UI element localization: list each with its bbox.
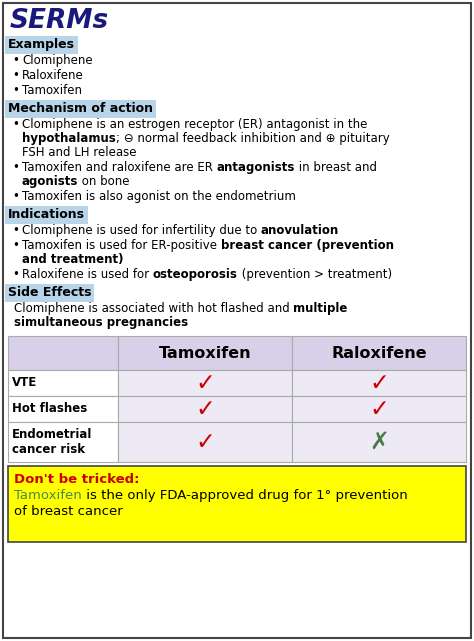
Text: multiple: multiple <box>293 302 348 315</box>
Text: Tamoxifen and raloxifene are ER: Tamoxifen and raloxifene are ER <box>22 161 217 174</box>
Text: ✗: ✗ <box>369 430 389 454</box>
Text: Indications: Indications <box>8 208 85 221</box>
Text: hypothalamus: hypothalamus <box>22 132 116 145</box>
Text: •: • <box>12 69 19 82</box>
FancyBboxPatch shape <box>118 370 292 396</box>
Text: Hot flashes: Hot flashes <box>12 403 87 415</box>
Text: osteoporosis: osteoporosis <box>153 268 238 281</box>
FancyBboxPatch shape <box>8 422 118 462</box>
FancyBboxPatch shape <box>292 396 466 422</box>
Text: Mechanism of action: Mechanism of action <box>8 102 153 115</box>
FancyBboxPatch shape <box>118 422 292 462</box>
Text: •: • <box>12 190 19 203</box>
Text: of breast cancer: of breast cancer <box>14 505 123 518</box>
Text: Side Effects: Side Effects <box>8 286 91 299</box>
Text: VTE: VTE <box>12 376 37 390</box>
Text: in breast and: in breast and <box>295 161 377 174</box>
FancyBboxPatch shape <box>8 396 118 422</box>
Text: •: • <box>12 268 19 281</box>
FancyBboxPatch shape <box>8 336 118 370</box>
Text: ✓: ✓ <box>195 397 215 421</box>
Text: FSH and LH release: FSH and LH release <box>22 146 137 159</box>
Text: anovulation: anovulation <box>261 224 339 237</box>
Text: •: • <box>12 84 19 97</box>
FancyBboxPatch shape <box>3 3 471 638</box>
Text: Tamoxifen: Tamoxifen <box>22 84 82 97</box>
Text: ✓: ✓ <box>195 430 215 454</box>
Text: •: • <box>12 118 19 131</box>
Text: Raloxifene is used for: Raloxifene is used for <box>22 268 153 281</box>
FancyBboxPatch shape <box>118 336 292 370</box>
Text: is the only FDA-approved drug for 1° prevention: is the only FDA-approved drug for 1° pre… <box>82 489 408 502</box>
FancyBboxPatch shape <box>292 336 466 370</box>
Text: and treatment): and treatment) <box>22 253 124 266</box>
Text: Tamoxifen: Tamoxifen <box>159 345 251 360</box>
Text: ✓: ✓ <box>369 371 389 395</box>
Text: Clomiphene is used for infertility due to: Clomiphene is used for infertility due t… <box>22 224 261 237</box>
Text: Clomiphene: Clomiphene <box>22 54 92 67</box>
Text: •: • <box>12 54 19 67</box>
FancyBboxPatch shape <box>8 370 118 396</box>
FancyBboxPatch shape <box>292 370 466 396</box>
Text: antagonists: antagonists <box>217 161 295 174</box>
Text: Raloxifene: Raloxifene <box>22 69 84 82</box>
Text: simultaneous pregnancies: simultaneous pregnancies <box>14 316 188 329</box>
Text: •: • <box>12 224 19 237</box>
Text: Tamoxifen is also agonist on the endometrium: Tamoxifen is also agonist on the endomet… <box>22 190 296 203</box>
Text: on bone: on bone <box>78 175 130 188</box>
Text: Clomiphene is an estrogen receptor (ER) antagonist in the: Clomiphene is an estrogen receptor (ER) … <box>22 118 367 131</box>
Text: ✓: ✓ <box>369 397 389 421</box>
FancyBboxPatch shape <box>8 466 466 542</box>
Text: Don't be tricked:: Don't be tricked: <box>14 473 139 486</box>
Text: •: • <box>12 239 19 252</box>
Text: Examples: Examples <box>8 38 75 51</box>
FancyBboxPatch shape <box>118 396 292 422</box>
Text: breast cancer (prevention: breast cancer (prevention <box>221 239 394 252</box>
Text: Clomiphene is associated with hot flashed and: Clomiphene is associated with hot flashe… <box>14 302 293 315</box>
Text: Raloxifene: Raloxifene <box>331 345 427 360</box>
Text: SERMs: SERMs <box>10 8 109 34</box>
Text: Tamoxifen: Tamoxifen <box>14 489 82 502</box>
Text: (prevention > treatment): (prevention > treatment) <box>238 268 392 281</box>
FancyBboxPatch shape <box>292 422 466 462</box>
Text: ; ⊖ normal feedback inhibition and ⊕ pituitary: ; ⊖ normal feedback inhibition and ⊕ pit… <box>116 132 390 145</box>
Text: •: • <box>12 161 19 174</box>
Text: ✓: ✓ <box>195 371 215 395</box>
Text: Tamoxifen is used for ER-positive: Tamoxifen is used for ER-positive <box>22 239 221 252</box>
Text: agonists: agonists <box>22 175 78 188</box>
Text: Endometrial
cancer risk: Endometrial cancer risk <box>12 428 92 456</box>
